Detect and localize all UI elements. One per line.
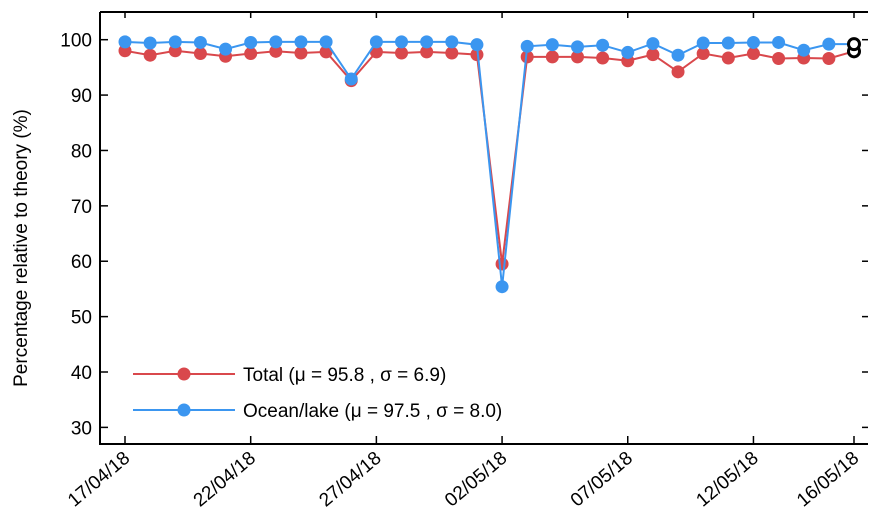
data-point xyxy=(369,35,383,49)
legend-marker xyxy=(177,367,191,381)
legend-item: Ocean/lake (μ = 97.5 , σ = 8.0) xyxy=(133,401,502,422)
data-point xyxy=(545,50,559,64)
data-point xyxy=(721,36,735,50)
data-point xyxy=(319,45,333,59)
data-point xyxy=(596,38,610,52)
y-axis-label: Percentage relative to theory (%) xyxy=(11,109,32,387)
data-point xyxy=(646,37,660,51)
x-tick-label: 22/04/18 xyxy=(190,448,260,512)
data-point xyxy=(772,35,786,49)
data-point xyxy=(445,35,459,49)
legend-label: Total (μ = 95.8 , σ = 6.9) xyxy=(243,365,446,386)
x-tick-label: 07/05/18 xyxy=(567,448,637,512)
y-tick-label: 50 xyxy=(71,308,92,329)
data-point xyxy=(671,65,685,79)
data-point xyxy=(746,35,760,49)
data-point xyxy=(445,46,459,60)
legend: Total (μ = 95.8 , σ = 6.9) Ocean/lake (μ … xyxy=(133,365,502,422)
x-tick-label: 17/04/18 xyxy=(64,448,134,512)
data-point xyxy=(495,280,509,294)
data-point xyxy=(244,35,258,49)
data-point xyxy=(822,37,836,51)
y-tick-label: 30 xyxy=(71,418,92,439)
data-point xyxy=(143,48,157,62)
data-point xyxy=(244,47,258,61)
data-point xyxy=(193,35,207,49)
legend-marker xyxy=(177,403,191,417)
y-tick-label: 90 xyxy=(71,86,92,107)
data-point xyxy=(495,257,509,271)
data-point xyxy=(621,45,635,59)
data-point xyxy=(797,43,811,57)
data-point xyxy=(545,38,559,52)
data-point xyxy=(822,52,836,66)
data-point xyxy=(470,38,484,52)
data-point xyxy=(646,48,660,62)
data-point xyxy=(721,51,735,65)
data-point xyxy=(395,35,409,49)
x-tick-label: 02/05/18 xyxy=(441,448,511,512)
x-tick-label: 12/05/18 xyxy=(693,448,763,512)
data-point xyxy=(420,45,434,59)
series-layer xyxy=(118,35,861,294)
series-ocean-lake xyxy=(118,35,861,294)
data-point xyxy=(671,48,685,62)
data-point xyxy=(746,47,760,61)
series-line xyxy=(124,40,854,287)
x-tick-label: 16/05/18 xyxy=(793,448,863,512)
y-tick-label: 70 xyxy=(71,197,92,218)
axes: 30 40 50 60 70 80 90 100 17/04/18 22/04/18 27/04/1… xyxy=(11,11,868,512)
data-point xyxy=(570,40,584,54)
y-tick-label: 40 xyxy=(71,363,92,384)
legend-label: Ocean/lake (μ = 97.5 , σ = 8.0) xyxy=(243,401,502,422)
data-point xyxy=(294,35,308,49)
data-point xyxy=(696,36,710,50)
x-tick-label: 27/04/18 xyxy=(315,448,385,512)
data-point xyxy=(269,35,283,49)
data-point xyxy=(395,46,409,60)
axis-frame xyxy=(99,12,868,445)
series-total xyxy=(118,44,861,271)
data-point xyxy=(520,50,534,64)
y-tick-label: 60 xyxy=(71,252,92,273)
data-point xyxy=(143,36,157,50)
data-point-last xyxy=(847,37,861,52)
data-point xyxy=(596,51,610,65)
data-point xyxy=(193,47,207,61)
data-point xyxy=(319,35,333,49)
data-point xyxy=(772,52,786,66)
data-point xyxy=(269,44,283,58)
y-tick-label: 100 xyxy=(60,31,92,52)
legend-item: Total (μ = 95.8 , σ = 6.9) xyxy=(133,365,446,386)
data-point xyxy=(570,50,584,64)
data-point xyxy=(118,35,132,49)
data-point xyxy=(520,39,534,53)
y-tick-label: 80 xyxy=(71,141,92,162)
data-point xyxy=(369,45,383,59)
data-point xyxy=(696,47,710,61)
data-point xyxy=(168,35,182,49)
data-point xyxy=(219,42,233,56)
data-point xyxy=(420,35,434,49)
data-point xyxy=(294,46,308,60)
data-point xyxy=(344,72,358,86)
